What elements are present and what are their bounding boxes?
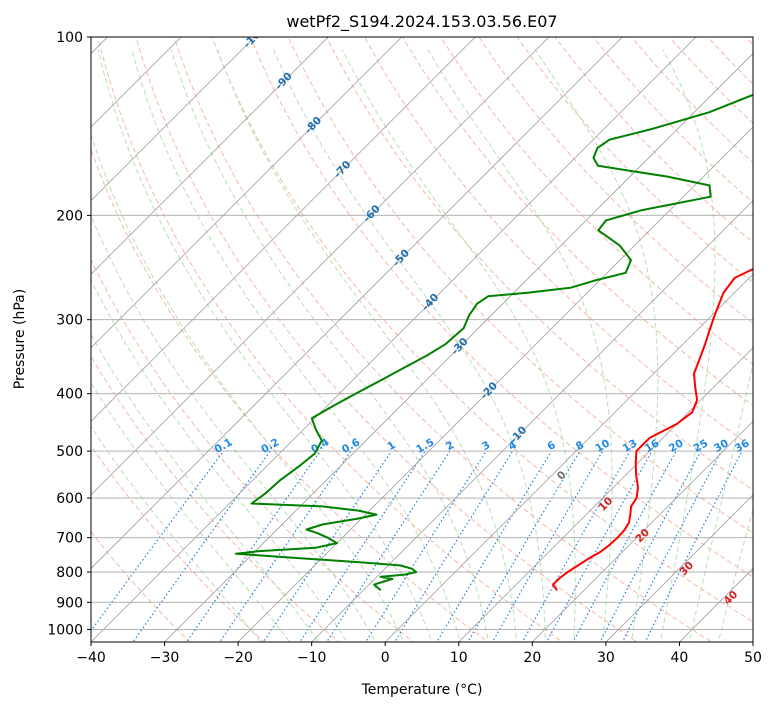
dry-adiabat-line	[325, 37, 753, 491]
isotherm-line	[91, 37, 550, 496]
moist-adiabat-line	[341, 49, 576, 642]
x-tick-label: 10	[450, 650, 468, 666]
x-tick-label: 0	[381, 650, 390, 666]
x-tick-label: −10	[297, 650, 327, 666]
dry-adiabat-line	[173, 37, 713, 642]
plot-frame	[90, 36, 754, 643]
dry-adiabat-line	[91, 148, 489, 642]
isotherm-line	[91, 37, 329, 275]
y-tick-label: 200	[56, 208, 83, 224]
y-axis-label: Pressure (hPa)	[12, 289, 28, 389]
mixing-ratio-line	[467, 450, 581, 642]
isotherm-line	[91, 37, 476, 422]
dry-adiabat-line	[402, 37, 753, 407]
mixing-ratio-line	[262, 450, 392, 642]
isotherm-line	[384, 273, 753, 642]
isotherm-line	[91, 37, 403, 349]
moist-adiabat-line	[427, 49, 613, 642]
mixing-ratio-line	[491, 450, 604, 642]
moist-adiabat-line	[91, 333, 320, 642]
y-tick-label: 100	[56, 30, 83, 46]
dry-adiabat-line	[364, 37, 753, 449]
dry-adiabat-line	[135, 37, 639, 642]
x-tick-label: −40	[76, 650, 106, 666]
mixing-ratio-line	[545, 450, 653, 642]
sounding-profiles	[234, 93, 753, 591]
mixing-ratio-line	[325, 450, 451, 642]
dry-adiabat-line	[91, 355, 340, 642]
mixing-ratio-line	[436, 450, 553, 642]
y-tick-label: 800	[56, 565, 83, 581]
moist-adiabat-line	[659, 49, 716, 642]
mixing-ratio-line	[185, 450, 321, 642]
axis-ticks: −40 −30 −20 −10 0 10 20 30 40 50 1000 900 800 700 600 5…	[47, 30, 762, 666]
y-tick-label: 400	[56, 387, 83, 403]
y-tick-label: 1000	[47, 622, 83, 638]
isotherm-line	[91, 37, 256, 202]
moist-adiabat-line	[717, 507, 753, 642]
isotherm-line	[458, 347, 753, 642]
isotherm-line	[531, 420, 753, 642]
moist-adiabat-line	[91, 278, 348, 642]
moist-adiabat-line	[91, 214, 376, 642]
moist-adiabat-line	[273, 49, 546, 642]
mixing-ratio-line	[644, 450, 743, 642]
mixing-ratio-line	[299, 450, 426, 642]
isotherm-line	[605, 494, 753, 642]
moist-adiabat-line	[688, 360, 753, 642]
dewpoint-profile-line	[234, 93, 753, 591]
dry-adiabat-line	[478, 37, 753, 324]
x-tick-label: 20	[523, 650, 541, 666]
isotherm-line	[311, 200, 753, 642]
isotherm-line	[91, 37, 697, 642]
x-tick-label: −20	[223, 650, 253, 666]
y-tick-label: 600	[56, 491, 83, 507]
x-axis-label: Temperature (°C)	[361, 682, 483, 698]
y-tick-label: 500	[56, 444, 83, 460]
dry-adiabat-line	[97, 37, 564, 642]
y-tick-label: 900	[56, 595, 83, 611]
moist-adiabat-line	[131, 49, 461, 642]
reference-lines	[91, 37, 753, 642]
y-tick-label: 300	[56, 313, 83, 329]
moist-adiabat-line	[91, 425, 262, 642]
dry-adiabat-line	[440, 37, 753, 365]
moist-adiabat-line	[217, 49, 518, 642]
dry-adiabat-line	[554, 37, 753, 244]
x-tick-label: 40	[671, 650, 689, 666]
dry-adiabat-line	[211, 37, 753, 623]
y-tick-label: 700	[56, 531, 83, 547]
x-tick-label: 30	[597, 650, 615, 666]
temperature-profile-line	[552, 267, 753, 591]
x-tick-label: −30	[150, 650, 180, 666]
moist-adiabat-line	[170, 49, 489, 642]
x-tick-label: 50	[744, 650, 762, 666]
isotherm-line	[237, 126, 753, 642]
mixing-ratio-line	[132, 450, 271, 642]
moist-adiabat-line	[97, 49, 433, 642]
dry-adiabat-line	[630, 37, 753, 164]
mixing-ratio-line	[219, 450, 352, 642]
isotherm-line	[91, 37, 624, 570]
isotherm-line	[163, 52, 753, 642]
chart-title: wetPf2_S194.2024.153.03.56.E07	[286, 12, 557, 32]
